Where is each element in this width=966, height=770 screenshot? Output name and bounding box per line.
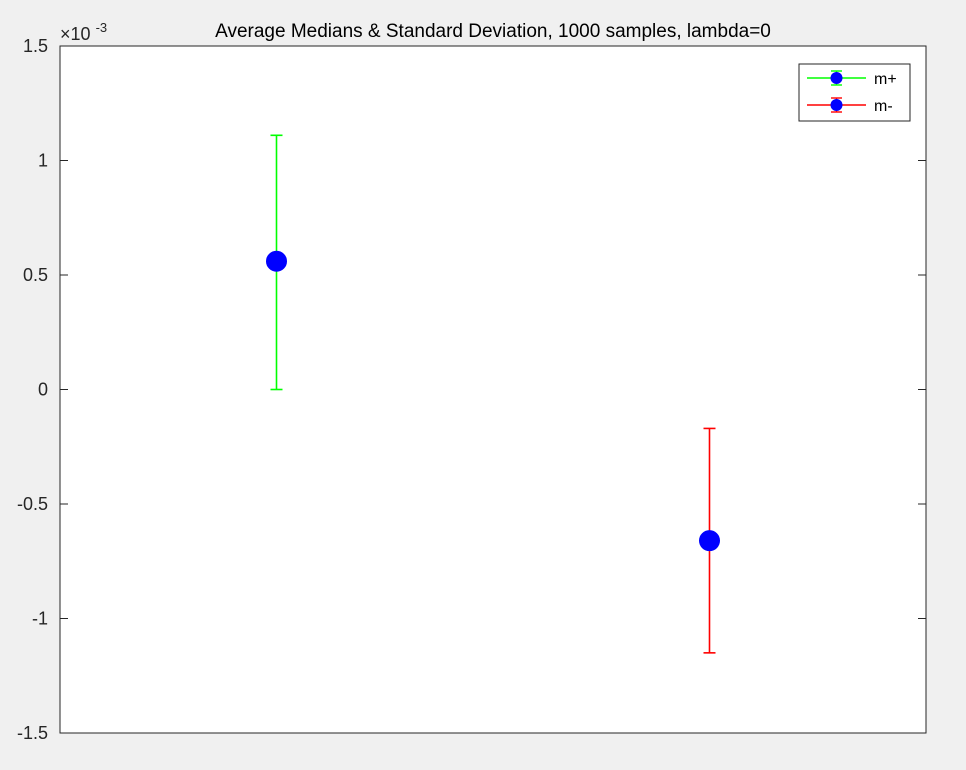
data-point-m- bbox=[699, 530, 720, 552]
y-axis-exponent-base: ×10 bbox=[60, 24, 91, 44]
y-tick-label: 1.5 bbox=[23, 36, 48, 56]
y-tick-label: 1 bbox=[38, 151, 48, 171]
y-axis-exponent-power: -3 bbox=[96, 20, 108, 35]
y-axis-exponent: ×10 -3 bbox=[60, 20, 107, 44]
error-bar-m- bbox=[699, 427, 720, 654]
y-tick-label: -1.5 bbox=[17, 723, 48, 743]
plot-area bbox=[59, 45, 927, 734]
legend-entry-m-: m- bbox=[807, 97, 893, 115]
data-point-m+ bbox=[266, 250, 287, 272]
y-axis: -1.5 -1 -0.5 0 0.5 1 1.5 bbox=[17, 36, 926, 743]
error-bar-m+ bbox=[266, 134, 287, 391]
legend-label: m+ bbox=[874, 71, 897, 88]
y-tick-label: 0 bbox=[38, 380, 48, 400]
legend-marker bbox=[830, 72, 843, 84]
legend-marker bbox=[830, 99, 843, 111]
legend-label: m- bbox=[874, 98, 893, 115]
legend: m+ m- bbox=[798, 63, 911, 122]
series-layer bbox=[266, 134, 720, 654]
y-tick-label: -1 bbox=[32, 609, 48, 629]
y-tick-label: -0.5 bbox=[17, 494, 48, 514]
y-tick-label: 0.5 bbox=[23, 265, 48, 285]
legend-box bbox=[798, 63, 911, 122]
legend-entry-m+: m+ bbox=[807, 70, 897, 88]
chart-title: Average Medians & Standard Deviation, 10… bbox=[215, 21, 771, 42]
